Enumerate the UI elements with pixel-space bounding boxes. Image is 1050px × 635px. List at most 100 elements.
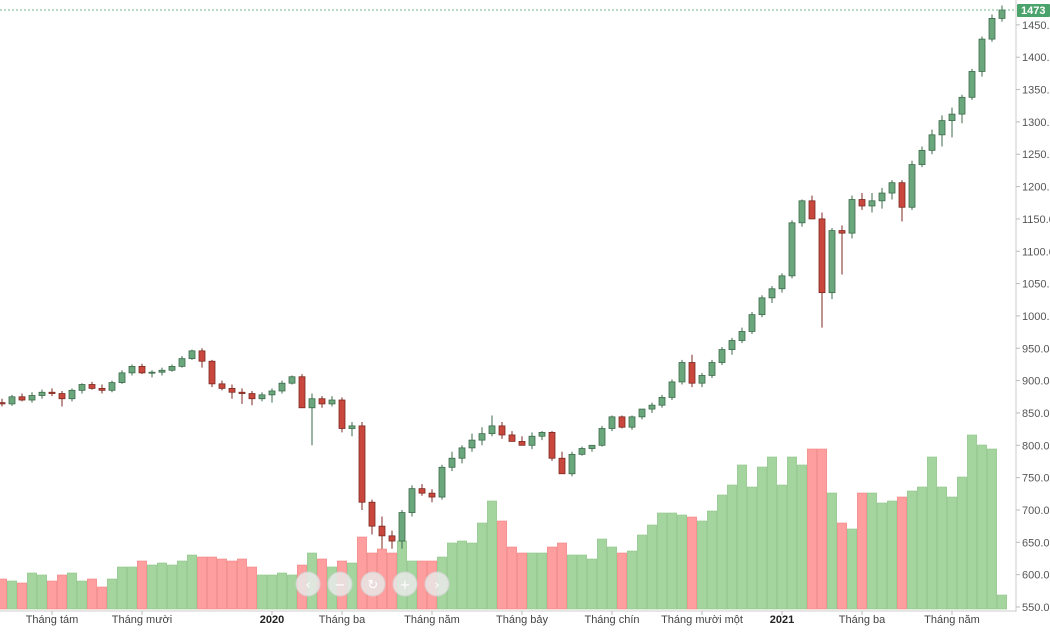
candle-body: [908, 164, 916, 208]
candle: [628, 415, 636, 430]
candle-body: [418, 488, 426, 494]
volume-bar: [567, 554, 577, 610]
volume-bar: [927, 456, 937, 610]
volume-bar: [147, 564, 157, 610]
volume-bar: [957, 476, 967, 610]
candle-body: [48, 391, 56, 394]
candle-body: [628, 416, 636, 428]
candle-body: [128, 365, 136, 374]
volume-bar: [897, 496, 907, 610]
candle-body: [568, 453, 576, 475]
candle-body: [98, 387, 106, 391]
candle-body: [688, 362, 696, 384]
volume-bar: [207, 556, 217, 610]
volume-bar: [987, 448, 997, 610]
candle: [688, 354, 696, 388]
y-tick-label: 1250.0: [1022, 149, 1050, 161]
candle: [888, 180, 896, 200]
candle-body: [538, 431, 546, 437]
volume-bar: [827, 492, 837, 610]
candles: [0, 5, 1006, 549]
volume-bar: [597, 538, 607, 610]
candle: [618, 415, 626, 429]
candle: [448, 451, 456, 472]
y-tick-label: 1100.0: [1022, 246, 1050, 258]
candle: [488, 415, 496, 437]
candle: [268, 388, 276, 403]
candle-body: [288, 376, 296, 384]
y-tick-label: 750.0: [1022, 473, 1050, 485]
reset-button[interactable]: ↻: [360, 571, 386, 597]
x-tick-label: Tháng bảy: [496, 614, 548, 626]
y-tick-label: 1450.0: [1022, 20, 1050, 32]
candle: [588, 444, 596, 452]
candle-body: [58, 393, 66, 400]
candle: [848, 195, 856, 239]
zoom-out-button[interactable]: −: [327, 571, 353, 597]
candle: [988, 14, 996, 42]
candle-body: [178, 358, 186, 367]
volume-bar: [947, 496, 957, 610]
candle-body: [788, 222, 796, 277]
candle-body: [268, 390, 276, 396]
volume-bar: [887, 500, 897, 610]
volume-bar: [197, 556, 207, 610]
volume-bar: [167, 564, 177, 610]
candle-body: [168, 365, 176, 371]
zoom-in-button[interactable]: +: [392, 571, 418, 597]
volume-bar: [0, 578, 7, 610]
scroll-left-button[interactable]: ‹: [295, 571, 321, 597]
volume-bar: [177, 560, 187, 610]
candle-body: [518, 441, 526, 446]
candle: [868, 193, 876, 213]
reset-icon: ↻: [368, 578, 379, 593]
volume-bar: [997, 594, 1007, 610]
candle-body: [398, 512, 406, 542]
x-tick-label: Tháng năm: [404, 614, 460, 626]
candle: [778, 273, 786, 293]
volume-bar: [937, 486, 947, 610]
volume-bar: [587, 558, 597, 610]
x-tick-label: Tháng tám: [26, 614, 79, 626]
candle-body: [898, 182, 906, 208]
scroll-right-button[interactable]: ›: [424, 571, 450, 597]
candle: [738, 327, 746, 344]
volume-bar: [237, 558, 247, 610]
candle-body: [208, 360, 216, 385]
candle-body: [558, 457, 566, 475]
candle: [838, 225, 846, 275]
volume-bar: [537, 552, 547, 610]
candle-body: [658, 397, 666, 406]
volume-bar: [737, 464, 747, 610]
volume-bar: [867, 492, 877, 610]
x-tick-label: Tháng mười một: [661, 614, 743, 626]
volume-bar: [457, 540, 467, 610]
volume-bar: [287, 574, 297, 610]
candle-body: [318, 398, 326, 405]
volume-bar: [487, 500, 497, 610]
candle: [668, 379, 676, 401]
candle: [138, 363, 146, 375]
volume-bar: [57, 574, 67, 610]
chart-navigation[interactable]: ‹ − ↻ + ›: [295, 571, 450, 597]
candle: [8, 394, 16, 406]
candle-body: [78, 384, 86, 391]
candle-body: [118, 372, 126, 383]
volume-bar: [777, 484, 787, 610]
candle-body: [878, 192, 886, 202]
volume-bar: [497, 520, 507, 610]
candle: [278, 380, 286, 394]
y-tick-label: 1200.0: [1022, 182, 1050, 194]
y-tick-label: 800.0: [1022, 440, 1050, 452]
volume-bar: [707, 510, 717, 610]
volume-bar: [67, 572, 77, 610]
candle-body: [698, 375, 706, 384]
candle-body: [968, 71, 976, 98]
candle: [958, 94, 966, 124]
candle-body: [0, 402, 6, 405]
candle-body: [28, 395, 36, 401]
volume-bar: [847, 528, 857, 610]
candle: [148, 370, 156, 378]
